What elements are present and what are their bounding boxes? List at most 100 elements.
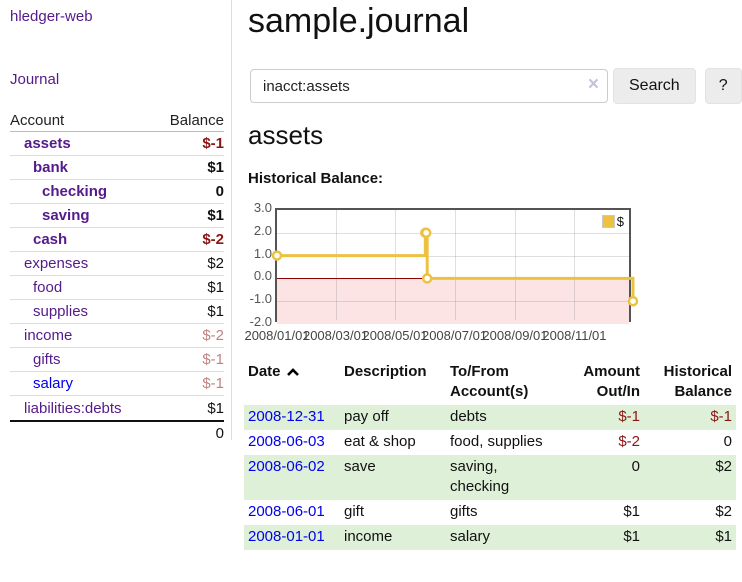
account-link-gifts[interactable]: gifts [33, 351, 61, 368]
account-link-salary[interactable]: salary [33, 375, 74, 392]
account-link-bank[interactable]: bank [33, 159, 69, 176]
x-axis-tick-label: 2008/07/01 [421, 328, 488, 343]
sort-ascending-icon [286, 368, 299, 376]
account-link-assets[interactable]: assets [24, 135, 71, 152]
y-axis-tick-label: 2.0 [253, 222, 272, 238]
transaction-balance: $-1 [710, 408, 732, 425]
account-row-food: food $1 [10, 276, 224, 300]
account-row-gifts: gifts $-1 [10, 348, 224, 372]
transaction-accounts: food, supplies [450, 433, 543, 450]
account-row-expenses: expenses $2 [10, 252, 224, 276]
transaction-description: eat & shop [344, 433, 416, 450]
account-balance: $1 [207, 399, 224, 417]
register-header-row: Date Description To/From Account(s) Amou… [244, 360, 736, 405]
transaction-description: gift [344, 503, 365, 520]
gridline [277, 233, 629, 234]
y-axis-tick-label: -2.0 [249, 314, 272, 329]
account-row-saving: saving $1 [10, 204, 224, 228]
historical-balance-chart: $ 2008/01/01 2008/03/01 2008/05/01 2008/07/… [244, 198, 668, 348]
account-row-supplies: supplies $1 [10, 300, 224, 324]
account-link-supplies[interactable]: supplies [33, 303, 89, 320]
transaction-amount: 0 [631, 458, 640, 475]
account-row-cash: cash $-2 [10, 228, 224, 252]
transaction-date-link[interactable]: 2008-12-31 [248, 408, 325, 425]
account-page-title: assets [248, 120, 324, 150]
transaction-amount: $-2 [618, 433, 640, 450]
search-form: × Search ? [250, 68, 742, 104]
chart-plot-area: $ [271, 208, 639, 324]
register-row: 2008-12-31 pay off debts $-1 $-1 [244, 405, 736, 430]
account-link-expenses[interactable]: expenses [24, 255, 89, 272]
transaction-date-link[interactable]: 2008-06-02 [248, 458, 325, 475]
search-button[interactable]: Search [613, 68, 696, 104]
legend-swatch [601, 215, 615, 228]
x-axis-tick-label: 2008/09/01 [482, 328, 548, 343]
accounts-panel: Account Balance assets $-1 bank $1 check… [10, 108, 224, 444]
sidebar: hledger-web Journal Account Balance asse… [0, 0, 232, 442]
page-title: sample.journal [248, 2, 470, 40]
data-point-marker [627, 295, 639, 307]
header-date[interactable]: Date [244, 360, 340, 405]
data-point-marker [420, 227, 432, 239]
clear-search-icon[interactable]: × [587, 74, 599, 95]
transaction-accounts: gifts [450, 503, 478, 520]
account-balance: $-1 [202, 135, 224, 152]
transaction-amount: $-1 [618, 408, 640, 425]
transaction-accounts: salary [450, 528, 491, 545]
account-balance: $2 [207, 255, 224, 272]
account-row-assets: assets $-1 [10, 132, 224, 156]
transaction-balance: $2 [715, 503, 732, 520]
account-balance: $1 [207, 159, 224, 176]
gridline [395, 210, 396, 320]
register-row: 2008-06-01 gift gifts $1 $2 [244, 500, 736, 525]
header-historical-balance: Historical Balance [663, 363, 732, 400]
help-button[interactable]: ? [704, 68, 742, 104]
transaction-accounts: saving, checking [450, 458, 510, 495]
header-amount-outin: Amount Out/In [583, 363, 640, 400]
gridline [515, 210, 516, 320]
transaction-date-link[interactable]: 2008-06-01 [248, 503, 325, 520]
transaction-description: income [344, 528, 393, 545]
main-content: sample.journal × Search ? assets Histori… [244, 0, 742, 582]
gridline [336, 210, 337, 320]
account-link-liabilities-debts[interactable]: liabilities:debts [24, 399, 122, 417]
account-row-liabilities-debts: liabilities:debts $1 [10, 396, 224, 420]
account-link-cash[interactable]: cash [33, 231, 68, 248]
transaction-date-link[interactable]: 2008-01-01 [248, 528, 325, 545]
search-input[interactable] [250, 69, 608, 103]
x-axis-tick-label: 2008/05/01 [362, 328, 428, 343]
legend-label: $ [616, 214, 624, 229]
chart-legend: $ [601, 214, 624, 229]
register-table: Date Description To/From Account(s) Amou… [244, 360, 736, 550]
register-row: 2008-01-01 income salary $1 $1 [244, 525, 736, 550]
accounts-total-row: 0 [10, 420, 224, 444]
account-link-food[interactable]: food [33, 279, 63, 296]
x-axis-tick-label: 2008/11/01 [542, 328, 607, 343]
gridline [455, 210, 456, 320]
y-axis-tick-label: 1.0 [253, 245, 272, 261]
accounts-header-row: Account Balance [10, 108, 224, 132]
transaction-balance: 0 [723, 433, 732, 450]
app-brand-link[interactable]: hledger-web [10, 8, 93, 25]
account-link-income[interactable]: income [24, 327, 73, 344]
transaction-accounts: debts [450, 408, 487, 425]
data-point-marker [421, 273, 433, 284]
account-link-checking[interactable]: checking [42, 183, 108, 200]
sidebar-item-journal[interactable]: Journal [10, 71, 60, 88]
accounts-total-value: 0 [215, 424, 224, 442]
transaction-balance: $1 [715, 528, 732, 545]
account-row-bank: bank $1 [10, 156, 224, 180]
account-row-salary: salary $-1 [10, 372, 224, 396]
account-balance: 0 [215, 183, 224, 200]
negative-region [277, 278, 629, 324]
account-balance: $-1 [202, 375, 224, 392]
account-row-checking: checking 0 [10, 180, 224, 204]
account-balance: $-1 [202, 351, 224, 368]
account-link-saving[interactable]: saving [42, 207, 90, 224]
chart-heading: Historical Balance: [248, 170, 384, 187]
account-row-income: income $-2 [10, 324, 224, 348]
account-balance: $-2 [202, 327, 224, 344]
transaction-amount: $1 [623, 503, 640, 520]
balance-step-line [271, 227, 639, 307]
transaction-date-link[interactable]: 2008-06-03 [248, 433, 325, 450]
